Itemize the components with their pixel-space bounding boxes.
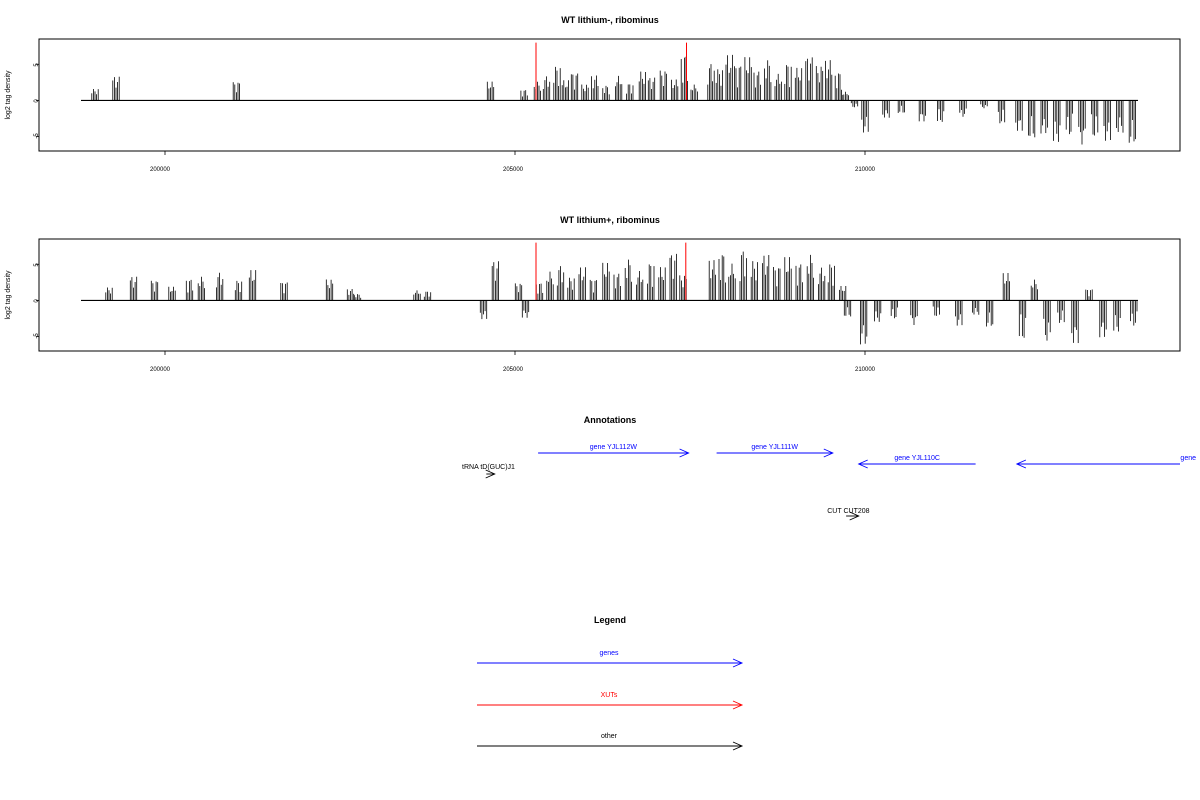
legend-item: XUTs — [477, 692, 744, 710]
arrow-head — [732, 658, 744, 668]
y-axis-label: log2 tag density — [5, 270, 12, 320]
x-tick-label: 205000 — [503, 167, 524, 173]
arrow-head — [1015, 459, 1027, 469]
arrow-head — [679, 448, 690, 458]
annotations-track: Annotations gene YJL112W gene YJL111Wgene… — [462, 415, 1196, 521]
feature-arrow: tRNA tD(GUC)J1 — [462, 464, 515, 479]
plot-frame — [38, 238, 1181, 352]
feature-arrow: gene YJL111W — [716, 444, 834, 458]
feature-label: gene YJL112W — [590, 444, 638, 451]
x-tick-label: 200000 — [150, 367, 171, 373]
bar-series — [81, 42, 1138, 145]
feature-arrow: gene — [1015, 455, 1196, 469]
feature-label: gene YJL111W — [751, 444, 798, 451]
annotations-title: Annotations — [584, 415, 637, 425]
bar-series — [81, 242, 1138, 345]
legend-label: genes — [599, 650, 619, 657]
legend-title: Legend — [594, 615, 626, 625]
feature-arrow: CUT CUT208 — [827, 508, 870, 521]
track-panel-lithium-plus: WT lithium+, ribominus log2 tag density … — [5, 215, 1181, 373]
legend-item: genes — [477, 650, 744, 668]
feature-arrow: gene YJL112W — [538, 444, 690, 458]
x-tick-label: 205000 — [503, 367, 524, 373]
arrow-head — [732, 741, 744, 751]
feature-arrow: gene YJL110C — [857, 455, 976, 469]
arrow-head — [857, 459, 868, 469]
x-tick-label: 210000 — [855, 367, 876, 373]
arrow-head — [485, 469, 496, 479]
x-tick-label: 210000 — [855, 167, 876, 173]
feature-label: gene — [1180, 455, 1196, 462]
y-axis-label: log2 tag density — [5, 70, 12, 120]
y-axis: -5 0 5 — [34, 263, 40, 339]
arrow-head — [732, 700, 744, 710]
x-axis: 200000 205000 210000 — [150, 151, 876, 173]
panel-title: WT lithium+, ribominus — [560, 215, 660, 225]
track-panel-lithium-minus: WT lithium-, ribominus log2 tag density … — [5, 15, 1181, 173]
y-axis: -5 0 5 — [34, 63, 40, 139]
legend-label: other — [601, 733, 618, 740]
plot-frame — [38, 38, 1181, 152]
feature-label: tRNA tD(GUC)J1 — [462, 464, 515, 471]
x-tick-label: 200000 — [150, 167, 171, 173]
y-tick-label: -5 — [34, 133, 40, 139]
feature-label: CUT CUT208 — [827, 508, 869, 515]
y-tick-label: -5 — [34, 333, 40, 339]
feature-label: gene YJL110C — [894, 455, 940, 462]
legend-items: genes XUTs other — [477, 650, 744, 751]
legend-label: XUTs — [601, 692, 618, 699]
legend: Legend genes XUTs other — [477, 615, 744, 751]
panel-title: WT lithium-, ribominus — [561, 15, 659, 25]
arrow-head — [849, 511, 860, 521]
feature-arrows: gene YJL112W gene YJL111W gene YJL110C gene… — [462, 444, 1196, 521]
legend-item: other — [477, 733, 744, 751]
arrow-head — [823, 448, 834, 458]
x-axis: 200000 205000 210000 — [150, 351, 876, 373]
